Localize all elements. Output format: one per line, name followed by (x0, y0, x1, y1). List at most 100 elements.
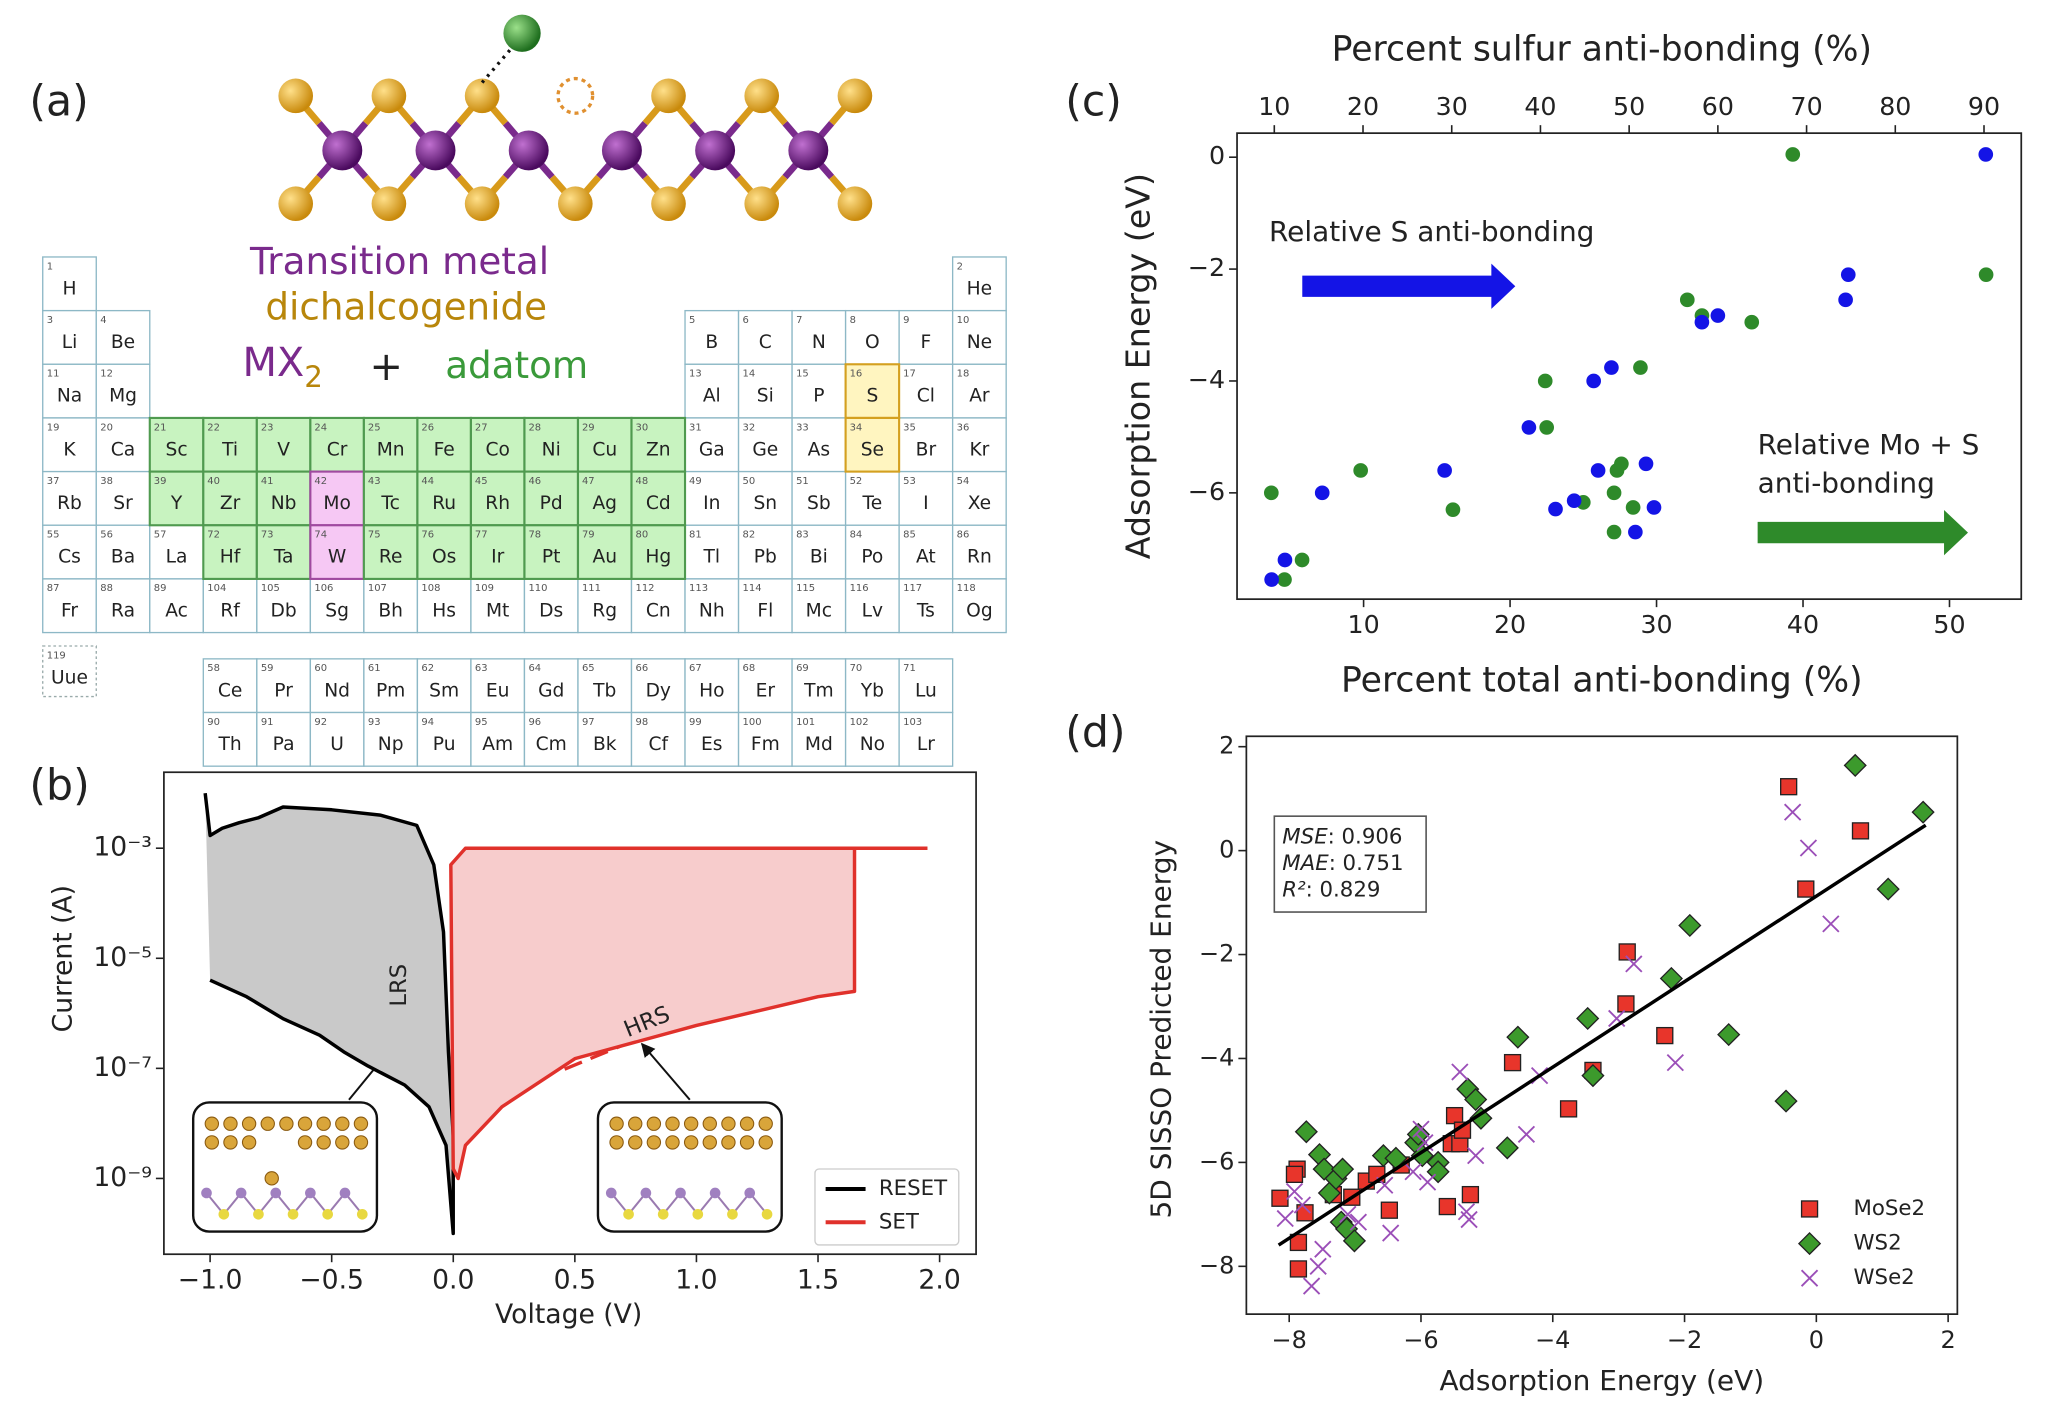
x2-tick-label: 50 (1613, 92, 1645, 121)
element-symbol: Fm (751, 734, 780, 755)
marker (1380, 1201, 1399, 1219)
y-tick-label: −4 (1188, 365, 1225, 394)
plot-area (203, 792, 928, 1236)
marker (1445, 502, 1461, 517)
inset-atom (353, 1135, 369, 1150)
legend-label: MoSe2 (1854, 1196, 1926, 1221)
element-symbol: Ir (491, 547, 504, 568)
element-number: 28 (528, 422, 541, 433)
element-cell (42, 417, 97, 473)
element-symbol: Og (966, 600, 992, 621)
marker (1783, 803, 1802, 821)
marker (1911, 800, 1935, 824)
element-number: 34 (850, 422, 863, 433)
marker (1293, 1196, 1312, 1214)
metal-atom (415, 130, 456, 171)
element-cell (791, 309, 847, 365)
element-cell (577, 711, 633, 767)
marker (1638, 456, 1654, 472)
element-cell (470, 658, 526, 714)
element-number: 29 (582, 422, 595, 433)
inset-atom (675, 1187, 686, 1199)
y-tick-label: 0 (1209, 141, 1225, 170)
element-number: 59 (261, 663, 274, 674)
chalcogen-atom (744, 186, 780, 222)
element-cell (844, 470, 900, 526)
element-cell (523, 711, 579, 767)
chalcogen-atom (837, 78, 873, 114)
inset-atom (640, 1187, 652, 1199)
element-number: 46 (528, 476, 541, 487)
element-symbol: Br (916, 439, 937, 460)
element-cell (898, 711, 954, 767)
element-symbol: Mt (486, 600, 509, 621)
marker (1785, 147, 1801, 162)
marker (1694, 314, 1710, 330)
element-number: 58 (207, 663, 220, 674)
y-tick-label: −2 (1188, 253, 1225, 282)
element-symbol: Mo (323, 493, 350, 514)
element-cell (630, 470, 687, 527)
y-tick-label: −6 (1199, 1147, 1234, 1175)
area (450, 848, 928, 1179)
element-number: 74 (314, 530, 327, 541)
element-cell (416, 711, 472, 767)
marker (1296, 1204, 1314, 1222)
y-axis-label: 5D SISSO Predicted Energy (1144, 840, 1177, 1219)
element-number: 36 (957, 422, 970, 433)
legend-swatch (1797, 1231, 1822, 1256)
inset-atom (279, 1116, 294, 1131)
inset-atom (241, 1135, 257, 1150)
element-symbol: Ru (432, 493, 456, 514)
element-number: 47 (582, 476, 595, 487)
element-number: 68 (743, 663, 756, 674)
element-number: 81 (689, 530, 702, 541)
element-number: 5 (689, 315, 695, 326)
marker (1314, 485, 1330, 501)
element-cell (630, 711, 686, 767)
marker (1460, 1210, 1478, 1229)
element-symbol: Rh (485, 493, 510, 514)
inset-atom (758, 1135, 773, 1150)
element-number: 72 (207, 530, 220, 541)
element-symbol: Ta (273, 547, 294, 568)
element-symbol: Ne (967, 332, 992, 353)
element-cell (737, 309, 793, 365)
marker (1517, 1125, 1536, 1143)
element-cell (42, 524, 97, 580)
x2-tick-label: 70 (1790, 92, 1822, 121)
inset-layer (610, 1191, 768, 1216)
inset-atom (605, 1187, 617, 1199)
element-number: 44 (421, 476, 434, 487)
marker (1412, 1120, 1430, 1138)
marker (1876, 877, 1900, 901)
element-number: 89 (154, 583, 167, 594)
element-symbol: Hs (432, 600, 456, 621)
formula-subscript: 2 (304, 360, 323, 394)
panel-label: (b) (29, 761, 89, 811)
element-cell (416, 470, 472, 527)
x2-tick-label: 40 (1524, 92, 1556, 121)
inset-atom (235, 1187, 247, 1199)
element-symbol: Db (271, 600, 297, 621)
inset-atom (241, 1116, 257, 1131)
x-tick-label: 1.5 (797, 1264, 839, 1295)
element-number: 90 (207, 717, 220, 728)
marker (1978, 267, 1994, 283)
stats-line: R²: 0.829 (1282, 878, 1380, 903)
legend-label: WSe2 (1854, 1265, 1915, 1290)
panel-label: (c) (1065, 76, 1122, 126)
marker (1744, 314, 1760, 330)
element-cell (576, 524, 633, 580)
marker (1679, 292, 1695, 308)
element-number: 17 (903, 369, 916, 380)
element-number: 119 (47, 650, 66, 661)
element-cell (791, 711, 847, 767)
marker (1799, 839, 1818, 857)
element-symbol: Xe (968, 493, 991, 514)
element-number: 69 (796, 663, 809, 674)
y-tick-label: 10⁻⁹ (93, 1162, 152, 1193)
marker (1418, 1173, 1437, 1191)
stats-value: 0.906 (1342, 824, 1403, 849)
element-number: 84 (850, 530, 863, 541)
